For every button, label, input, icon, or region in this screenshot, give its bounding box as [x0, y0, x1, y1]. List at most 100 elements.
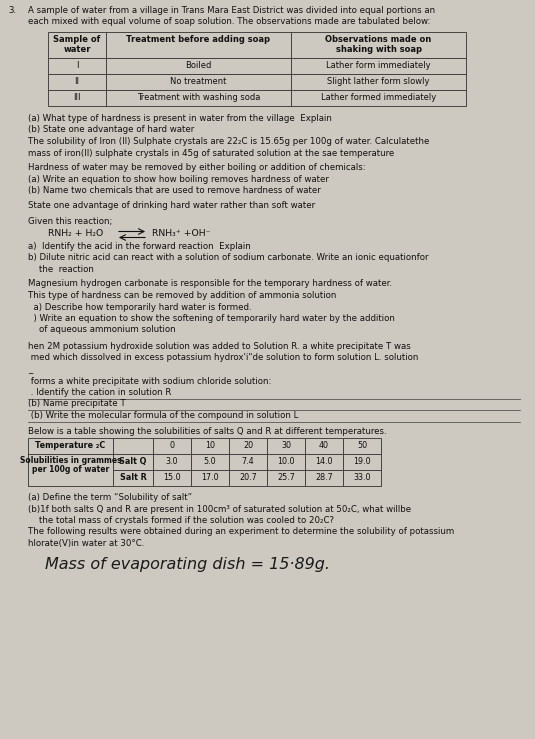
Bar — [48, 74, 106, 90]
Text: Lather form immediately: Lather form immediately — [326, 61, 431, 70]
Text: a)  Identify the acid in the forward reaction  Explain: a) Identify the acid in the forward reac… — [28, 242, 251, 251]
Text: hen 2M potassium hydroxide solution was added to Solution R. a white precipitate: hen 2M potassium hydroxide solution was … — [28, 342, 411, 351]
Bar — [48, 90, 106, 106]
Text: Hardness of water may be removed by either boiling or addition of chemicals:: Hardness of water may be removed by eith… — [28, 163, 365, 172]
Bar — [305, 470, 343, 486]
Text: II: II — [74, 77, 80, 86]
Text: 15.0: 15.0 — [163, 473, 181, 482]
Text: 20.7: 20.7 — [239, 473, 257, 482]
Text: 10: 10 — [205, 441, 215, 450]
Bar — [267, 470, 305, 486]
Bar — [28, 438, 113, 454]
Bar — [305, 454, 343, 470]
Text: b) Dilute nitric acid can react with a solution of sodium carbonate. Write an io: b) Dilute nitric acid can react with a s… — [28, 253, 429, 262]
Text: 5.0: 5.0 — [204, 457, 216, 466]
Bar — [28, 454, 113, 486]
Bar — [291, 58, 466, 74]
Text: 14.0: 14.0 — [315, 457, 333, 466]
Bar — [229, 470, 267, 486]
Text: (b) Name precipitate T: (b) Name precipitate T — [28, 400, 126, 409]
Text: 19.0: 19.0 — [353, 457, 371, 466]
Bar — [343, 454, 381, 470]
Text: The following results were obtained during an experiment to determine the solubi: The following results were obtained duri… — [28, 528, 454, 537]
Text: Observations made on: Observations made on — [325, 35, 432, 44]
Text: (a) Write an equation to show how boiling removes hardness of water: (a) Write an equation to show how boilin… — [28, 174, 329, 183]
Text: 30: 30 — [281, 441, 291, 450]
Bar — [106, 90, 291, 106]
Bar — [267, 438, 305, 454]
Bar — [153, 454, 191, 470]
Text: the  reaction: the reaction — [28, 265, 94, 274]
Bar — [343, 438, 381, 454]
Text: of aqueous ammonium solution: of aqueous ammonium solution — [28, 325, 175, 335]
Text: (b) Write the molecular formula of the compound in solution L: (b) Write the molecular formula of the c… — [28, 411, 299, 420]
Bar — [305, 438, 343, 454]
Text: The solubility of Iron (II) Sulphate crystals are 22₂C is 15.65g per 100g of wat: The solubility of Iron (II) Sulphate cry… — [28, 137, 430, 146]
Text: mass of iron(II) sulphate crystals in 45g of saturated solution at the sae tempe: mass of iron(II) sulphate crystals in 45… — [28, 149, 394, 157]
Bar — [113, 470, 153, 486]
Text: Given this reaction;: Given this reaction; — [28, 217, 112, 226]
Text: Salt R: Salt R — [120, 473, 147, 482]
Text: I: I — [76, 61, 78, 70]
Bar — [229, 438, 267, 454]
Text: 3.0: 3.0 — [166, 457, 178, 466]
Text: 3.: 3. — [8, 6, 16, 15]
Text: per 100g of water: per 100g of water — [32, 465, 109, 474]
Text: Boiled: Boiled — [185, 61, 212, 70]
Text: Mass of evaporating dish = 15·89g.: Mass of evaporating dish = 15·89g. — [45, 556, 330, 571]
Text: No treatment: No treatment — [170, 77, 227, 86]
Text: 50: 50 — [357, 441, 367, 450]
Text: 10.0: 10.0 — [277, 457, 295, 466]
Text: Below is a table showing the solubilities of salts Q and R at different temperat: Below is a table showing the solubilitie… — [28, 426, 387, 435]
Text: shaking with soap: shaking with soap — [335, 45, 422, 54]
Text: 25.7: 25.7 — [277, 473, 295, 482]
Bar — [106, 58, 291, 74]
Text: _: _ — [28, 365, 33, 374]
Text: 20: 20 — [243, 441, 253, 450]
Text: Treatment with washing soda: Treatment with washing soda — [137, 93, 260, 102]
Text: Lather formed immediately: Lather formed immediately — [321, 93, 436, 102]
Text: 33.0: 33.0 — [353, 473, 371, 482]
Bar — [291, 74, 466, 90]
Text: a) Describe how temporarily hard water is formed.: a) Describe how temporarily hard water i… — [28, 302, 251, 312]
Text: Magnesium hydrogen carbonate is responsible for the temporary hardness of water.: Magnesium hydrogen carbonate is responsi… — [28, 279, 392, 288]
Text: hlorate(V)in water at 30°C.: hlorate(V)in water at 30°C. — [28, 539, 144, 548]
Text: (b) State one advantage of hard water: (b) State one advantage of hard water — [28, 126, 194, 134]
Text: (a) What type of hardness is present in water from the village  Explain: (a) What type of hardness is present in … — [28, 114, 332, 123]
Text: Sample of: Sample of — [54, 35, 101, 44]
Bar — [191, 438, 229, 454]
Text: Treatment before adding soap: Treatment before adding soap — [126, 35, 271, 44]
Text: (b)1f both salts Q and R are present in 100cm³ of saturated solution at 50₂C, wh: (b)1f both salts Q and R are present in … — [28, 505, 411, 514]
Bar — [48, 32, 106, 58]
Bar — [267, 454, 305, 470]
Text: . Identify the cation in solution R: . Identify the cation in solution R — [28, 388, 171, 397]
Text: 7.4: 7.4 — [242, 457, 254, 466]
Text: State one advantage of drinking hard water rather than soft water: State one advantage of drinking hard wat… — [28, 200, 315, 209]
Text: Salt Q: Salt Q — [119, 457, 147, 466]
Text: A sample of water from a village in Trans Mara East District was divided into eq: A sample of water from a village in Tran… — [28, 6, 435, 15]
Bar — [106, 74, 291, 90]
Text: 40: 40 — [319, 441, 329, 450]
Text: III: III — [73, 93, 81, 102]
Bar — [191, 470, 229, 486]
Bar — [113, 454, 153, 470]
Bar — [153, 470, 191, 486]
Text: forms a white precipitate with sodium chloride solution:: forms a white precipitate with sodium ch… — [28, 376, 271, 386]
Bar — [48, 58, 106, 74]
Text: 28.7: 28.7 — [315, 473, 333, 482]
Text: RNH₂ + H₂O: RNH₂ + H₂O — [48, 228, 103, 237]
Text: 0: 0 — [170, 441, 174, 450]
Text: (a) Define the term “Solubility of salt”: (a) Define the term “Solubility of salt” — [28, 493, 192, 502]
Bar — [291, 90, 466, 106]
Text: This type of hardness can be removed by addition of ammonia solution: This type of hardness can be removed by … — [28, 291, 337, 300]
Text: med which dissolved in excess potassium hydrox'i"de solution to form solution L.: med which dissolved in excess potassium … — [28, 353, 418, 363]
Text: (b) Name two chemicals that are used to remove hardness of water: (b) Name two chemicals that are used to … — [28, 186, 321, 195]
Text: water: water — [63, 45, 91, 54]
Bar — [229, 454, 267, 470]
Text: Slight lather form slowly: Slight lather form slowly — [327, 77, 430, 86]
Bar — [343, 470, 381, 486]
Text: Temperature ₂C: Temperature ₂C — [35, 441, 105, 450]
Text: each mixed with equal volume of soap solution. The observations made are tabulat: each mixed with equal volume of soap sol… — [28, 18, 430, 27]
Text: RNH₃⁺ +OH⁻: RNH₃⁺ +OH⁻ — [152, 228, 210, 237]
Bar — [191, 454, 229, 470]
